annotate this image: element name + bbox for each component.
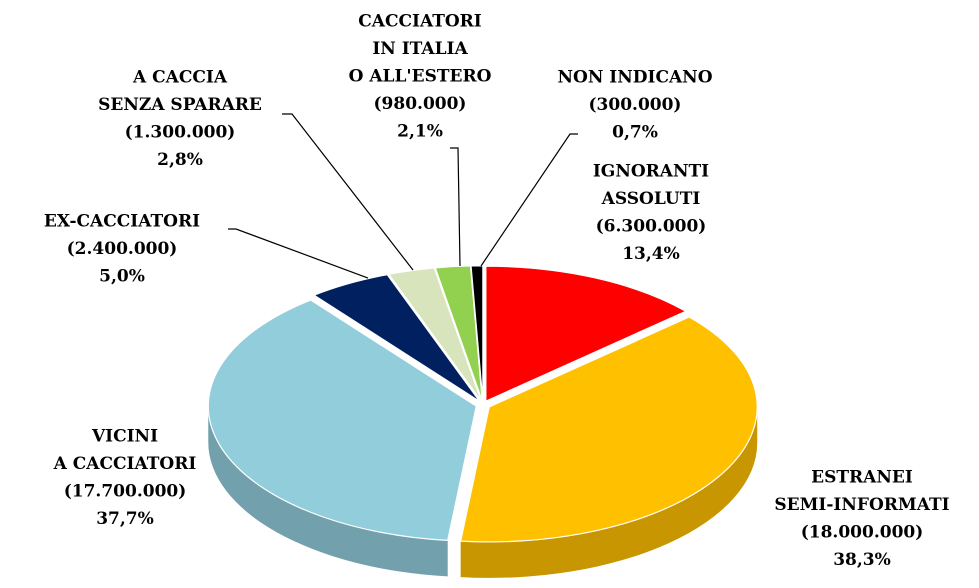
slice-label: VICINI [91,427,158,447]
leader-line [282,113,414,271]
percent-label: 0,7% [612,123,658,143]
slice-label: ESTRANEI [811,468,913,488]
count-label: (6.300.000) [596,217,707,237]
slice-label: SENZA SPARARE [98,95,262,115]
slice [434,265,483,402]
slice-label: EX-CACCIATORI [44,212,200,232]
slice [485,265,688,403]
slice [459,316,758,543]
percent-label: 2,1% [397,122,443,142]
leader-line [480,133,578,267]
slice [387,267,482,402]
slice-label: A CACCIATORI [53,454,197,474]
count-label: (980.000) [374,94,467,114]
percent-label: 38,3% [833,550,891,570]
leader-line [228,228,369,279]
slice-side [460,406,758,578]
labels: IGNORANTI ASSOLUTI (6.300.000) 13,4% ESTRANE… [44,12,950,571]
slice [207,299,477,542]
slice-label: ASSOLUTI [601,189,701,209]
leader-line [450,147,461,267]
percent-label: 5,0% [99,267,145,287]
slice [312,273,481,402]
count-label: (2.400.000) [67,239,178,259]
slice [470,265,484,401]
slice-label: NON INDICANO [557,68,712,88]
slice-label: IN ITALIA [372,39,468,59]
slice-label: A CACCIA [132,68,228,88]
count-label: (1.300.000) [125,123,236,143]
percent-label: 13,4% [622,244,680,264]
slice-label: CACCIATORI [358,12,482,32]
percent-label: 37,7% [96,509,154,529]
slice-tops [207,265,758,543]
percent-label: 2,8% [157,150,203,170]
slice-label: O ALL'ESTERO [349,67,492,87]
count-label: (300.000) [589,95,682,115]
count-label: (17.700.000) [64,482,187,502]
count-label: (18.000.000) [801,523,924,543]
slice-label: SEMI-INFORMATI [774,495,949,515]
slice-label: IGNORANTI [593,162,709,182]
